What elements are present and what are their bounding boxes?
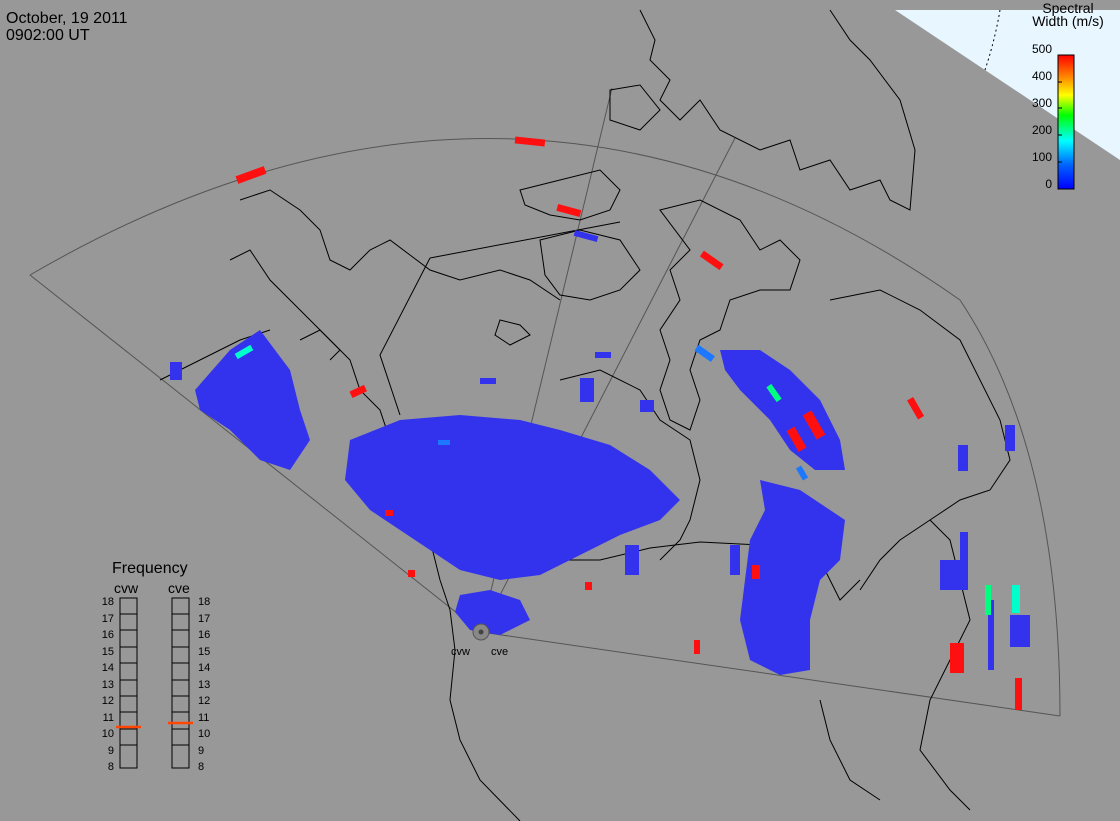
frequency-scale-label: 10	[101, 728, 114, 740]
echo-cluster-near-radar	[455, 590, 530, 635]
colorbar-tick: 400	[1031, 69, 1052, 83]
frequency-scale-label: 17	[101, 612, 114, 625]
mid-width-echo	[985, 585, 991, 615]
frequency-scale-label: 13	[101, 678, 114, 691]
low-mid-echo	[795, 465, 809, 481]
frequency-scale-label: 17	[198, 612, 211, 625]
radar-label-cve: cve	[491, 646, 509, 658]
frequency-scale-label: 10	[198, 728, 211, 740]
colorbar	[1057, 54, 1075, 190]
frequency-title: Frequency	[112, 560, 188, 577]
colorbar-title-line1: Spectral	[1042, 0, 1094, 16]
frequency-scale-label: 8	[198, 761, 205, 773]
frequency-scale-label: 15	[198, 645, 211, 658]
colorbar-title-line2: Width (m/s)	[1032, 13, 1104, 29]
radar-label-cvw: cvw	[451, 646, 470, 658]
colorbar-tick: 300	[1031, 96, 1052, 110]
high-width-echoes	[235, 136, 1022, 710]
frequency-scale-label: 12	[101, 695, 114, 707]
frequency-scale-label: 18	[198, 596, 211, 608]
frequency-scale-label: 15	[101, 645, 114, 658]
frequency-scale-label: 11	[102, 711, 114, 724]
echo-clusters	[170, 330, 1030, 675]
frequency-scale-label: 8	[107, 761, 114, 773]
colorbar-tick: 100	[1031, 150, 1052, 164]
time-label: 0902:00 UT	[6, 27, 90, 44]
sky-region	[895, 10, 1120, 160]
colorbar-tick: 0	[1045, 177, 1052, 191]
echo-bar	[573, 229, 599, 243]
colorbar-tick: 500	[1031, 42, 1052, 56]
radar-site-dot	[478, 629, 484, 635]
frequency-scale-label: 14	[101, 662, 114, 674]
frequency-radar-label: cvw	[114, 580, 139, 596]
frequency-scale-label: 14	[198, 662, 211, 674]
echo-cluster-main	[345, 415, 680, 580]
low-mid-echo	[694, 344, 715, 363]
date-label: October, 19 2011	[6, 10, 128, 27]
frequency-scale-label: 16	[101, 629, 114, 641]
frequency-boxes	[119, 597, 190, 769]
frequency-scale-label: 9	[198, 744, 205, 757]
teal-echo	[1012, 585, 1020, 613]
terminator-line	[984, 9, 1001, 71]
field-of-view	[29, 87, 1061, 717]
echo-cluster-east	[740, 480, 845, 675]
frequency-scale-label: 18	[101, 596, 114, 608]
low-mid-echo	[438, 440, 450, 445]
frequency-scale-label: 13	[198, 678, 211, 691]
frequency-radar-label: cve	[168, 580, 190, 596]
frequency-scale-label: 12	[198, 695, 211, 707]
teal-echo	[234, 344, 254, 360]
mid-width-echo	[766, 383, 782, 403]
echo-cluster-northwest	[195, 330, 310, 470]
frequency-scale-label: 11	[198, 711, 210, 724]
colorbar-tick: 200	[1031, 123, 1052, 137]
frequency-scale-label: 9	[107, 744, 114, 757]
frequency-scale-label: 16	[198, 629, 211, 641]
echo-cluster-hudson	[720, 350, 845, 470]
